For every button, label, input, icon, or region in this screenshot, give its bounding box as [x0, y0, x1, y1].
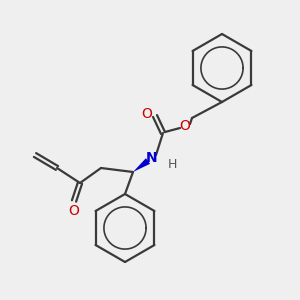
- Text: O: O: [180, 119, 190, 133]
- Text: N: N: [146, 151, 158, 165]
- Text: O: O: [142, 107, 152, 121]
- Text: H: H: [167, 158, 177, 172]
- Text: O: O: [69, 204, 80, 218]
- Polygon shape: [133, 158, 150, 172]
